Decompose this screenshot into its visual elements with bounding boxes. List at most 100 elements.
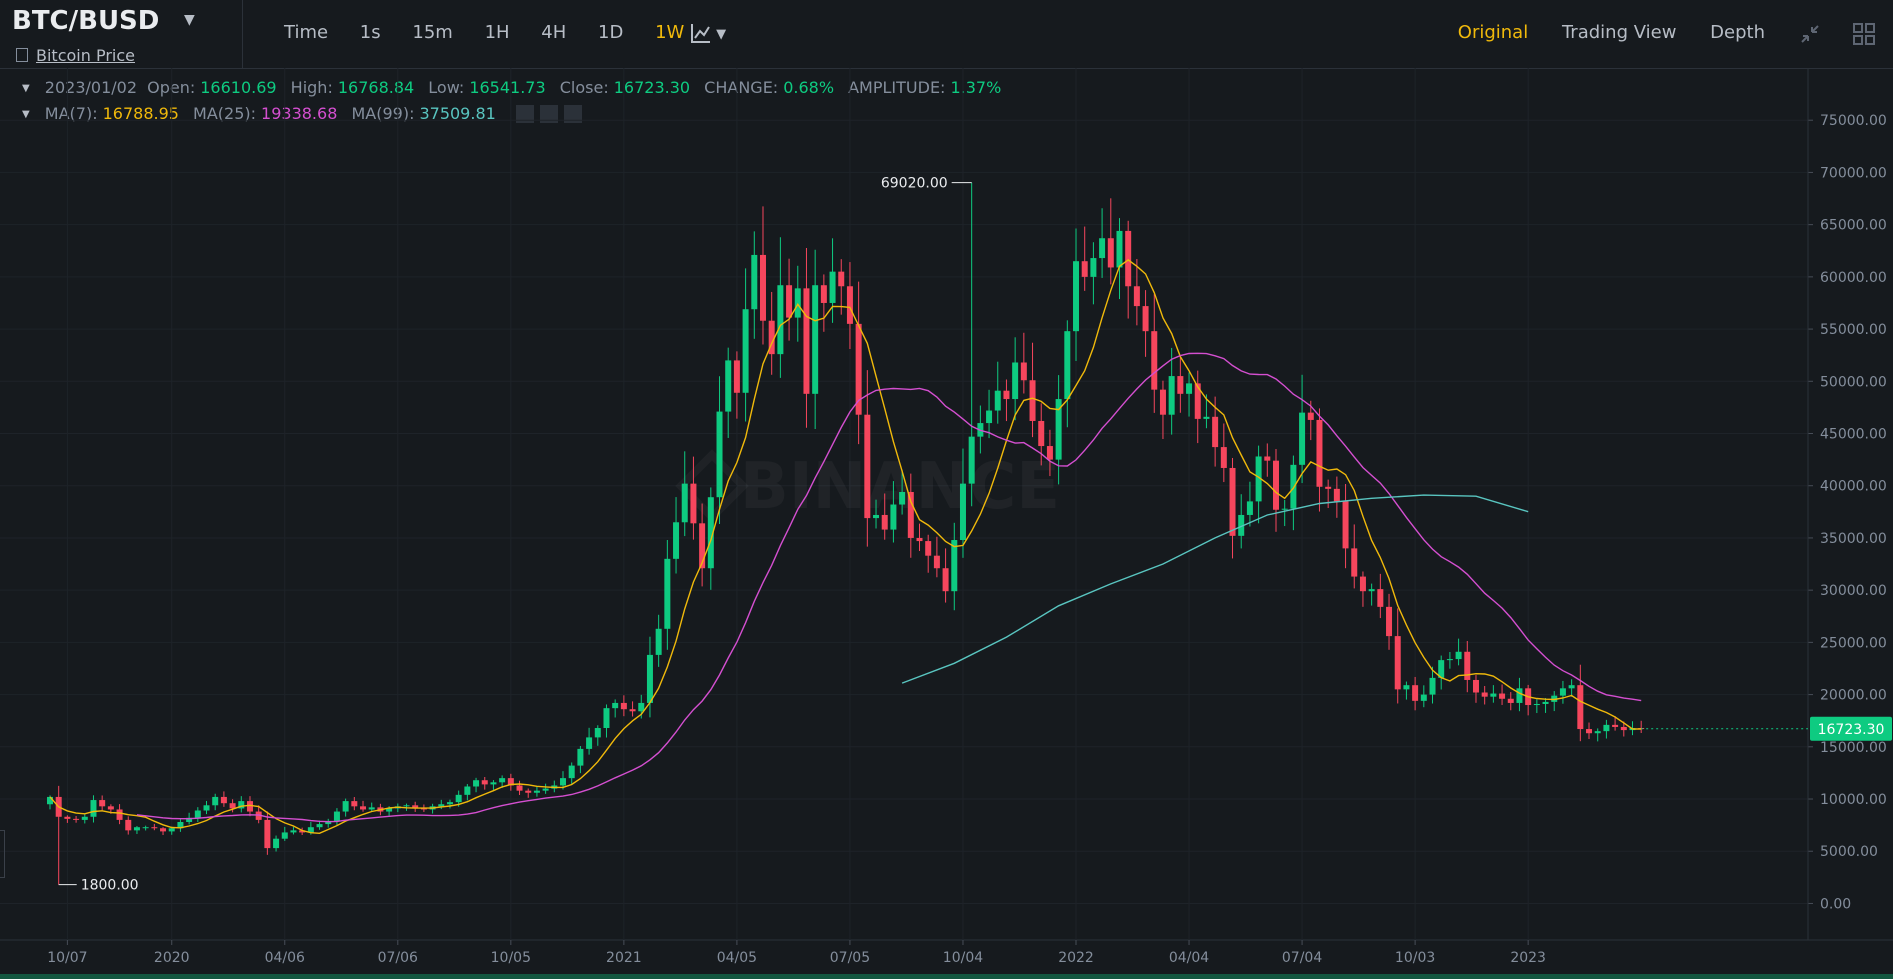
candle bbox=[1055, 399, 1062, 460]
y-tick-label: 40000.00 bbox=[1820, 479, 1887, 495]
candle bbox=[1359, 576, 1366, 592]
candle bbox=[177, 821, 184, 829]
candle bbox=[594, 728, 601, 738]
x-tick-label: 07/05 bbox=[830, 950, 870, 966]
candle bbox=[1603, 724, 1610, 732]
candle bbox=[638, 702, 645, 712]
subtitle-label[interactable]: Bitcoin Price bbox=[36, 46, 135, 65]
tab-1w[interactable]: 1W bbox=[655, 22, 685, 43]
tab-1s[interactable]: 1s bbox=[359, 22, 381, 43]
candle bbox=[603, 708, 610, 729]
y-tick-label: 50000.00 bbox=[1820, 374, 1887, 390]
candle bbox=[1194, 383, 1201, 419]
candle bbox=[1307, 412, 1314, 420]
candle bbox=[673, 522, 680, 559]
candle bbox=[1559, 688, 1566, 696]
y-tick-label: 60000.00 bbox=[1820, 270, 1887, 286]
y-tick-label: 70000.00 bbox=[1820, 165, 1887, 181]
candle bbox=[560, 778, 567, 786]
pair-title[interactable]: BTC/BUSD bbox=[12, 6, 160, 36]
candle bbox=[307, 827, 314, 833]
collapse-ma-icon[interactable]: ▼ bbox=[22, 109, 30, 120]
amplitude-label: AMPLITUDE: bbox=[848, 78, 946, 97]
x-tick-label: 07/04 bbox=[1282, 950, 1322, 966]
tab-trading-view[interactable]: Trading View bbox=[1561, 22, 1677, 43]
candle bbox=[1499, 693, 1506, 699]
last-price-badge bbox=[1810, 716, 1892, 741]
ma25-line bbox=[136, 352, 1642, 823]
collapse-icon[interactable] bbox=[1798, 22, 1822, 46]
settings-icon[interactable] bbox=[515, 105, 534, 123]
candle bbox=[1186, 383, 1193, 394]
candle bbox=[90, 800, 97, 817]
candle bbox=[412, 805, 419, 809]
tab-1d[interactable]: 1D bbox=[598, 22, 624, 43]
interval-tabs: Time 1s 15m 1H 4H 1D 1W ▼ bbox=[284, 22, 762, 43]
tab-4h[interactable]: 4H bbox=[541, 22, 567, 43]
candle bbox=[1516, 688, 1523, 703]
candle bbox=[438, 804, 445, 807]
candle bbox=[1420, 694, 1427, 701]
candle bbox=[168, 828, 175, 832]
tab-15m[interactable]: 15m bbox=[412, 22, 453, 43]
candle bbox=[420, 808, 427, 810]
candle bbox=[1612, 724, 1619, 727]
tab-1h[interactable]: 1H bbox=[484, 22, 510, 43]
candle bbox=[1299, 412, 1306, 465]
candle bbox=[646, 654, 653, 703]
collapse-legend-icon[interactable]: ▼ bbox=[22, 83, 30, 94]
candle bbox=[160, 828, 167, 832]
candle bbox=[403, 805, 410, 807]
change-value: 0.68% bbox=[783, 78, 835, 97]
change-label: CHANGE: bbox=[704, 78, 779, 97]
bitcoin-price-link[interactable]: Bitcoin Price bbox=[16, 46, 135, 65]
high-label: High: bbox=[290, 78, 333, 97]
candle bbox=[994, 390, 1001, 411]
candle bbox=[1012, 362, 1019, 400]
tab-depth[interactable]: Depth bbox=[1710, 22, 1765, 43]
y-tick-label: 30000.00 bbox=[1820, 583, 1887, 599]
candle bbox=[1029, 380, 1036, 421]
candle bbox=[1394, 636, 1401, 690]
candle bbox=[142, 827, 149, 829]
candle bbox=[1368, 589, 1375, 592]
candle bbox=[542, 788, 549, 791]
interval-more-icon[interactable]: ▼ bbox=[716, 27, 727, 42]
candle bbox=[220, 796, 227, 804]
candle bbox=[73, 818, 80, 820]
candle bbox=[951, 540, 958, 592]
candle bbox=[1238, 514, 1245, 536]
candle bbox=[820, 285, 827, 303]
indicator-chart-icon[interactable] bbox=[690, 22, 712, 44]
candle bbox=[586, 737, 593, 749]
pair-dropdown-icon[interactable]: ▼ bbox=[184, 12, 195, 28]
y-tick-label: 75000.00 bbox=[1820, 113, 1887, 129]
visibility-icon[interactable] bbox=[539, 105, 558, 123]
candle bbox=[368, 807, 375, 810]
candle bbox=[655, 628, 662, 655]
side-panel-handle[interactable] bbox=[0, 830, 5, 878]
tab-time[interactable]: Time bbox=[284, 22, 329, 43]
tab-original[interactable]: Original bbox=[1457, 22, 1529, 43]
candle bbox=[794, 288, 801, 318]
candle bbox=[1568, 685, 1575, 689]
candle bbox=[1255, 456, 1262, 502]
y-tick-label: 35000.00 bbox=[1820, 531, 1887, 547]
candle bbox=[1159, 389, 1166, 415]
candle bbox=[342, 801, 349, 812]
candle bbox=[986, 410, 993, 424]
candle bbox=[1325, 486, 1332, 489]
close-value: 16723.30 bbox=[613, 78, 691, 97]
candle bbox=[1316, 419, 1323, 487]
remove-icon[interactable] bbox=[563, 105, 582, 123]
candle bbox=[533, 790, 540, 793]
candle bbox=[812, 285, 819, 394]
candle bbox=[1281, 508, 1288, 510]
bottom-status-strip bbox=[0, 974, 1893, 979]
y-tick-label: 0.00 bbox=[1820, 896, 1851, 912]
price-chart[interactable]: 0.00 5000.00 10000.00 15000.00 20000.00 25000… bbox=[0, 68, 1893, 974]
info-icon bbox=[16, 48, 28, 62]
candle bbox=[264, 819, 271, 849]
candle bbox=[881, 514, 888, 530]
grid-layout-icon[interactable] bbox=[1852, 22, 1876, 46]
